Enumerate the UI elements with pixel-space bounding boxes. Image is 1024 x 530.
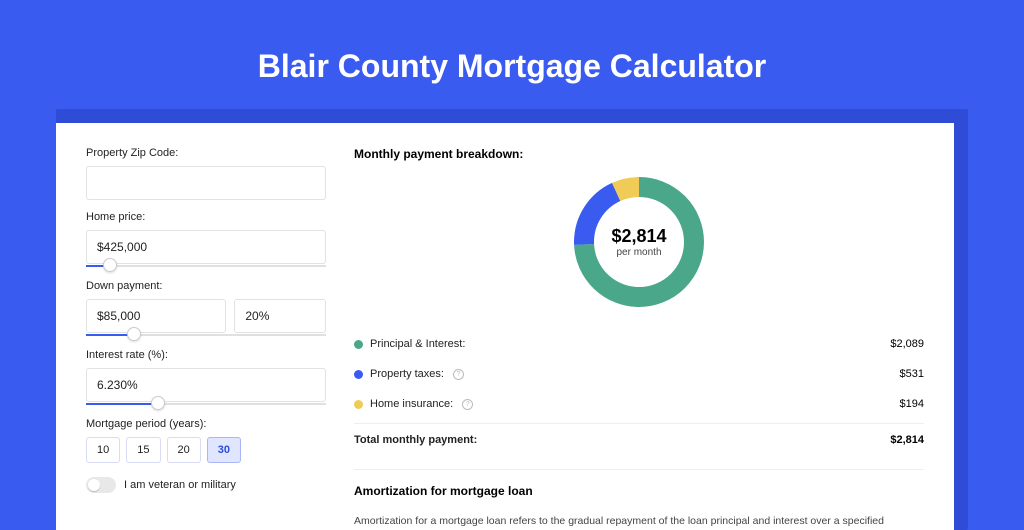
veteran-toggle[interactable] [86, 477, 116, 493]
info-icon[interactable]: ? [462, 399, 473, 410]
legend-label: Property taxes: [370, 368, 444, 380]
form-column: Property Zip Code: Home price: Down paym… [86, 147, 326, 530]
down-payment-label: Down payment: [86, 280, 326, 292]
period-button-30[interactable]: 30 [207, 437, 241, 463]
legend-row: Home insurance:? $194 [354, 389, 924, 419]
zip-label: Property Zip Code: [86, 147, 326, 159]
legend-row: Principal & Interest: $2,089 [354, 329, 924, 359]
payment-donut-chart: $2,814 per month [574, 177, 704, 307]
calculator-card: Property Zip Code: Home price: Down paym… [56, 123, 954, 530]
period-button-10[interactable]: 10 [86, 437, 120, 463]
legend-dot [354, 370, 363, 379]
legend-value: $2,089 [890, 338, 924, 350]
veteran-label: I am veteran or military [124, 479, 236, 491]
amortization-title: Amortization for mortgage loan [354, 484, 924, 498]
down-payment-slider[interactable] [86, 332, 326, 338]
info-icon[interactable]: ? [453, 369, 464, 380]
amortization-text: Amortization for a mortgage loan refers … [354, 514, 924, 530]
period-label: Mortgage period (years): [86, 418, 326, 430]
legend-label: Home insurance: [370, 398, 453, 410]
legend-dot [354, 400, 363, 409]
total-value: $2,814 [890, 434, 924, 446]
down-payment-pct-input[interactable] [234, 299, 326, 333]
donut-center-sub: per month [616, 247, 661, 258]
down-payment-amount-input[interactable] [86, 299, 226, 333]
period-button-15[interactable]: 15 [126, 437, 160, 463]
interest-rate-label: Interest rate (%): [86, 349, 326, 361]
zip-input[interactable] [86, 166, 326, 200]
breakdown-column: Monthly payment breakdown: $2,814 per mo… [354, 147, 924, 530]
interest-rate-slider[interactable] [86, 401, 326, 407]
donut-center-value: $2,814 [611, 226, 666, 247]
breakdown-title: Monthly payment breakdown: [354, 147, 924, 161]
interest-rate-input[interactable] [86, 368, 326, 402]
legend-row: Property taxes:? $531 [354, 359, 924, 389]
period-button-20[interactable]: 20 [167, 437, 201, 463]
legend-dot [354, 340, 363, 349]
total-label: Total monthly payment: [354, 434, 477, 446]
home-price-slider[interactable] [86, 263, 326, 269]
legend-value: $194 [900, 398, 924, 410]
home-price-input[interactable] [86, 230, 326, 264]
page-title: Blair County Mortgage Calculator [56, 48, 968, 85]
home-price-label: Home price: [86, 211, 326, 223]
legend-label: Principal & Interest: [370, 338, 465, 350]
legend-value: $531 [900, 368, 924, 380]
